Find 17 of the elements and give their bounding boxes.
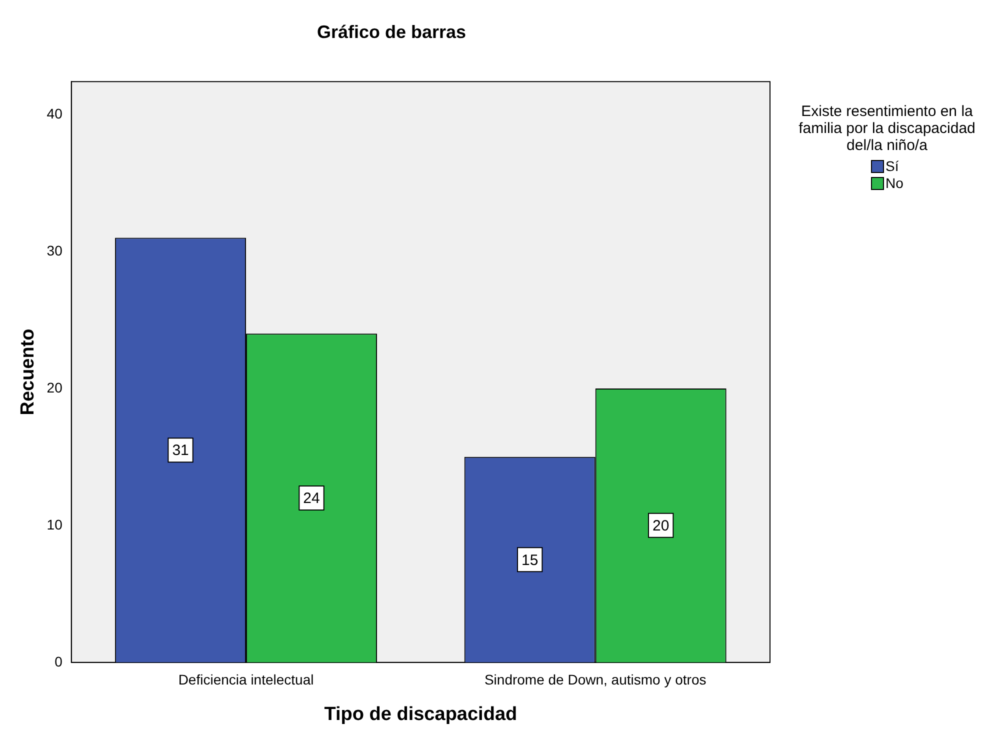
legend-label: No [886,175,904,192]
chart-title: Gráfico de barras [316,22,466,42]
legend-label: Sí [886,158,899,175]
data-label: 15 [522,552,538,569]
data-label: 20 [652,518,670,535]
data-label: 24 [303,490,320,508]
x-axis-title: Tipo de discapacidad [324,704,518,725]
y-tick-label: 10 [46,516,63,532]
y-tick-label: 20 [46,379,63,396]
y-tick-label: 40 [46,105,63,122]
legend-title: Existe resentimiento en la familia por la discapacidad del/la niño/a [798,103,976,154]
data-label: 31 [172,442,189,460]
y-tick-label: 30 [46,242,63,258]
y-axis-title: Recuento [18,328,39,416]
x-tick-label: Deficiencia intelectual [178,672,314,688]
y-tick-label: 0 [54,653,63,670]
x-tick-label: Sindrome de Down, autismo y otros [484,672,706,688]
